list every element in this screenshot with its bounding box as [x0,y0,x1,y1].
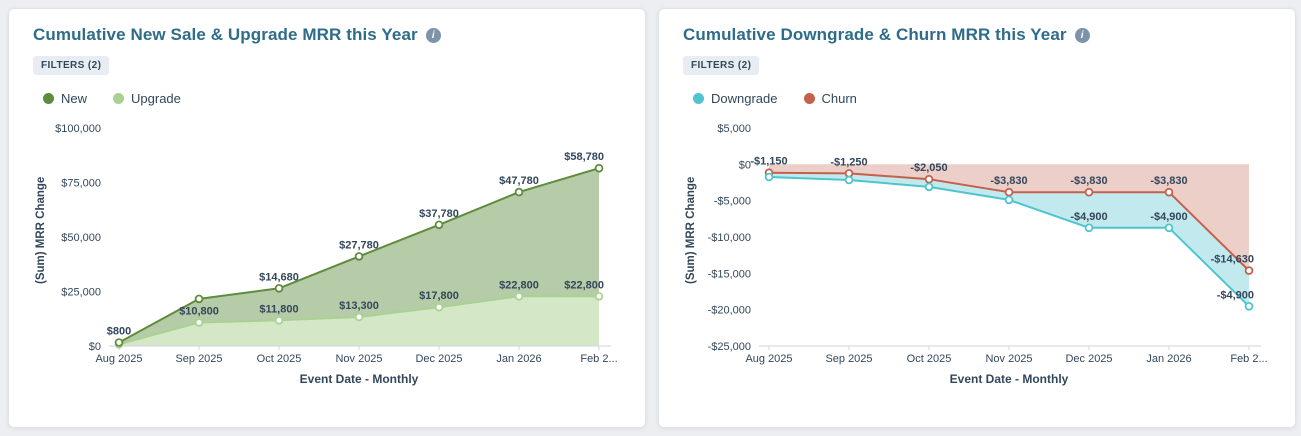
report-header: Cumulative New Sale & Upgrade MRR this Y… [33,25,621,45]
svg-text:Aug 2025: Aug 2025 [95,353,142,365]
svg-text:$27,780: $27,780 [339,239,379,251]
svg-text:-$25,000: -$25,000 [708,341,751,353]
svg-text:Dec 2025: Dec 2025 [415,353,462,365]
legend-item-churn[interactable]: Churn [803,91,857,106]
svg-text:Oct 2025: Oct 2025 [907,353,952,365]
report-header: Cumulative Downgrade & Churn MRR this Ye… [683,25,1271,45]
svg-text:-$3,830: -$3,830 [1070,175,1107,187]
svg-text:$37,780: $37,780 [419,208,459,220]
chart-area: (Sum) MRR Change Aug 2025 Sep 2025 Oct 202… [33,114,621,370]
svg-text:-$4,900: -$4,900 [1070,211,1107,223]
svg-text:$11,800: $11,800 [259,303,298,315]
info-icon[interactable]: i [425,27,441,43]
svg-text:Nov 2025: Nov 2025 [985,353,1032,365]
chart-area: (Sum) MRR Change Aug 2025 Sep 2025 Oct 202… [683,114,1271,370]
svg-text:Feb 2...: Feb 2... [1230,353,1267,365]
svg-text:-$1,250: -$1,250 [830,156,867,168]
legend-item-upgrade[interactable]: Upgrade [113,91,181,106]
svg-text:Feb 2...: Feb 2... [580,353,617,365]
svg-text:$47,780: $47,780 [499,175,539,187]
svg-text:-$10,000: -$10,000 [708,232,751,244]
svg-text:$100,000: $100,000 [55,123,101,135]
svg-text:$0: $0 [89,341,101,353]
report-card-downgrade-churn: Cumulative Downgrade & Churn MRR this Ye… [658,8,1296,428]
svg-text:Nov 2025: Nov 2025 [335,353,382,365]
svg-text:-$1,150: -$1,150 [750,156,787,168]
filters-badge[interactable]: FILTERS (2) [683,56,760,75]
filters-row: FILTERS (2) [683,55,1271,75]
filters-badge[interactable]: FILTERS (2) [33,56,110,75]
svg-text:Aug 2025: Aug 2025 [745,353,792,365]
chart-canvas-downgrade-churn[interactable]: Aug 2025 Sep 2025 Oct 2025 Nov 2025 Dec 2025… [701,114,1271,370]
legend-dot-upgrade [113,93,125,104]
y-axis-label: (Sum) MRR Change [35,176,47,284]
svg-text:-$3,830: -$3,830 [990,175,1027,187]
svg-text:$800: $800 [107,326,131,338]
report-card-new-upgrade: Cumulative New Sale & Upgrade MRR this Y… [8,8,646,428]
svg-text:-$4,900: -$4,900 [1217,289,1254,301]
legend-dot-downgrade [693,93,704,104]
report-title[interactable]: Cumulative Downgrade & Churn MRR this Ye… [683,25,1067,44]
svg-text:Oct 2025: Oct 2025 [257,353,302,365]
report-title[interactable]: Cumulative New Sale & Upgrade MRR this Y… [33,25,418,44]
svg-text:$58,780: $58,780 [564,151,604,163]
svg-text:$17,800: $17,800 [419,290,459,302]
legend-label-upgrade: Upgrade [131,91,181,106]
legend-label-new: New [61,91,88,106]
legend-item-downgrade[interactable]: Downgrade [693,91,778,106]
legend-item-new[interactable]: New [43,91,87,106]
svg-text:Sep 2025: Sep 2025 [825,353,872,365]
x-axis-label: Event Date - Monthly [949,372,1069,386]
x-axis-label: Event Date - Monthly [299,372,419,386]
svg-text:$14,680: $14,680 [259,271,299,283]
svg-text:$22,800: $22,800 [564,279,604,291]
legend-dot-churn [803,93,815,104]
svg-text:-$20,000: -$20,000 [708,305,751,317]
y-axis-label: (Sum) MRR Change [685,176,697,284]
info-icon[interactable]: i [1074,27,1090,43]
svg-text:Sep 2025: Sep 2025 [175,353,222,365]
legend: Downgrade Churn [693,91,1271,106]
svg-text:Jan 2026: Jan 2026 [496,353,541,365]
svg-text:-$4,900: -$4,900 [1150,211,1187,223]
svg-text:-$3,830: -$3,830 [1150,175,1187,187]
svg-text:-$2,050: -$2,050 [910,162,947,174]
svg-text:Jan 2026: Jan 2026 [1146,353,1191,365]
svg-text:-$14,630: -$14,630 [1211,254,1254,266]
svg-text:$0: $0 [739,159,751,171]
svg-text:-$5,000: -$5,000 [714,196,751,208]
svg-text:$10,800: $10,800 [179,305,219,317]
legend-dot-new [43,93,54,104]
legend-label-churn: Churn [821,91,857,106]
svg-text:$50,000: $50,000 [61,232,101,244]
legend: New Upgrade [43,91,621,106]
svg-text:Dec 2025: Dec 2025 [1065,353,1112,365]
svg-text:$25,000: $25,000 [61,287,101,299]
legend-label-downgrade: Downgrade [711,91,778,106]
filters-row: FILTERS (2) [33,55,621,75]
svg-text:$5,000: $5,000 [717,123,751,135]
svg-text:$13,300: $13,300 [339,300,379,312]
svg-text:-$15,000: -$15,000 [708,268,751,280]
chart-canvas-new-upgrade[interactable]: Aug 2025 Sep 2025 Oct 2025 Nov 2025 Dec 2025… [51,114,621,370]
svg-text:$75,000: $75,000 [61,178,101,190]
svg-text:$22,800: $22,800 [499,279,539,291]
